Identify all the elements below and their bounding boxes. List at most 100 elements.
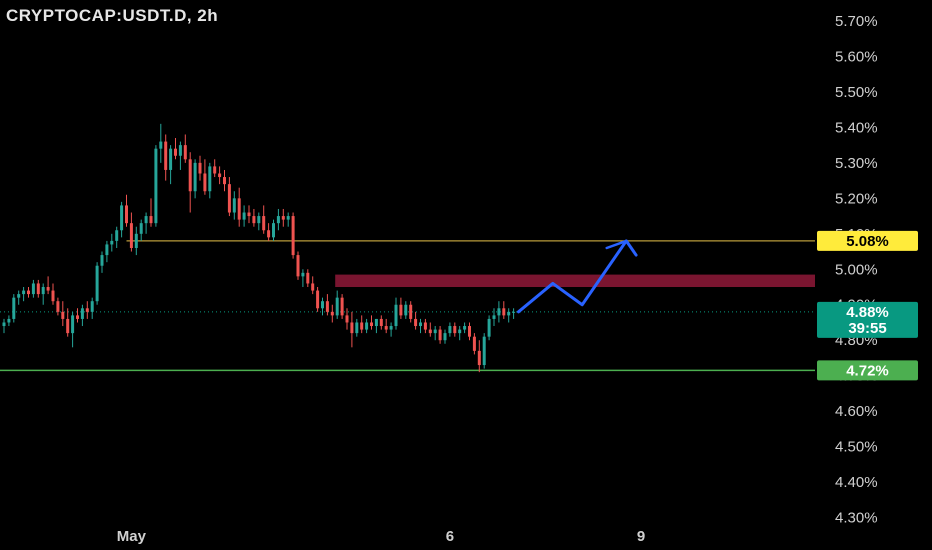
candle-body	[433, 329, 437, 334]
candle	[71, 311, 75, 348]
candle	[252, 208, 256, 227]
candle-body	[335, 297, 339, 316]
candle-body	[468, 326, 471, 337]
candle	[213, 159, 217, 178]
candle-body	[267, 230, 271, 238]
candle	[178, 141, 182, 170]
candle	[154, 145, 158, 227]
candle-body	[419, 322, 422, 327]
candle	[159, 123, 163, 163]
candle	[512, 308, 516, 319]
candle	[296, 251, 300, 280]
x-tick-label: 6	[446, 528, 454, 545]
candle	[379, 315, 383, 330]
candle-body	[477, 350, 481, 366]
candle	[125, 194, 128, 227]
candle	[41, 283, 45, 305]
candle	[321, 297, 324, 316]
candle	[487, 315, 491, 341]
candle-body	[281, 216, 285, 220]
candle-body	[291, 216, 295, 256]
candle	[286, 212, 290, 227]
candle	[164, 134, 168, 181]
candle	[374, 318, 378, 334]
candle	[350, 311, 354, 348]
candle-body	[350, 322, 354, 334]
candle-body	[203, 173, 207, 192]
candle-body	[61, 311, 65, 319]
candle-body	[154, 148, 158, 224]
candle	[169, 145, 173, 185]
candle	[414, 311, 418, 330]
candle-body	[27, 290, 30, 295]
y-tick-label: 4.60%	[835, 403, 878, 420]
candle-body	[51, 290, 55, 302]
support-badge: 4.72%	[817, 360, 918, 381]
candle	[389, 322, 393, 337]
x-tick-label: 9	[637, 528, 645, 545]
y-tick-label: 5.20%	[835, 190, 878, 207]
candle	[90, 297, 94, 319]
candle-body	[41, 287, 45, 295]
candle-body	[193, 162, 197, 192]
candle-body	[2, 322, 6, 327]
last-price-badge-bg	[817, 301, 918, 338]
candle	[428, 322, 432, 337]
candle-body	[374, 318, 378, 327]
candle	[183, 134, 187, 163]
candle-body	[100, 255, 104, 266]
candle-body	[345, 315, 349, 323]
y-tick-label: 5.70%	[835, 13, 878, 30]
candle-body	[144, 216, 148, 224]
candle	[463, 322, 467, 334]
candle-body	[105, 244, 109, 256]
candle	[468, 322, 471, 341]
time-axis[interactable]: May 6 9	[117, 528, 645, 545]
y-tick-label: 4.50%	[835, 439, 878, 456]
last-price-badge-countdown: 39:55	[848, 320, 886, 337]
candle	[384, 318, 388, 334]
candle-body	[384, 326, 388, 330]
resistance-badge-bg	[817, 230, 918, 251]
candle-body	[90, 301, 94, 312]
candle	[257, 212, 261, 231]
candle-body	[414, 318, 418, 327]
price-axis[interactable]: 5.70%5.60%5.50%5.40%5.30%5.20%5.10%5.00%…	[835, 13, 878, 527]
candle	[409, 301, 413, 323]
candle-body	[46, 287, 50, 291]
y-tick-label: 4.30%	[835, 510, 878, 527]
candle	[12, 294, 16, 323]
candle-body	[423, 322, 427, 330]
candle-body	[272, 223, 275, 238]
candle	[316, 287, 320, 312]
candle-body	[208, 166, 212, 192]
candle	[335, 290, 339, 319]
candle	[394, 297, 398, 330]
candle	[325, 294, 329, 316]
candle	[36, 279, 40, 298]
candle-body	[428, 329, 432, 334]
candle	[301, 269, 305, 288]
candle	[7, 315, 11, 327]
candle	[232, 191, 236, 220]
candle	[110, 233, 114, 252]
candle-body	[330, 311, 334, 316]
candle	[188, 152, 192, 213]
candle	[134, 226, 138, 256]
candle-body	[12, 297, 16, 319]
candle	[76, 308, 79, 323]
x-tick-label: May	[117, 528, 147, 545]
last-price-badge-text: 4.88%	[846, 304, 889, 321]
candle-body	[458, 329, 462, 334]
candle-body	[399, 304, 403, 316]
candle	[502, 301, 506, 319]
candle-body	[149, 216, 153, 224]
candle	[66, 308, 70, 337]
candle-body	[242, 212, 246, 220]
candle	[2, 318, 6, 334]
candle	[174, 138, 177, 160]
candle	[149, 198, 153, 227]
candle	[198, 155, 202, 181]
candle-body	[389, 326, 393, 330]
